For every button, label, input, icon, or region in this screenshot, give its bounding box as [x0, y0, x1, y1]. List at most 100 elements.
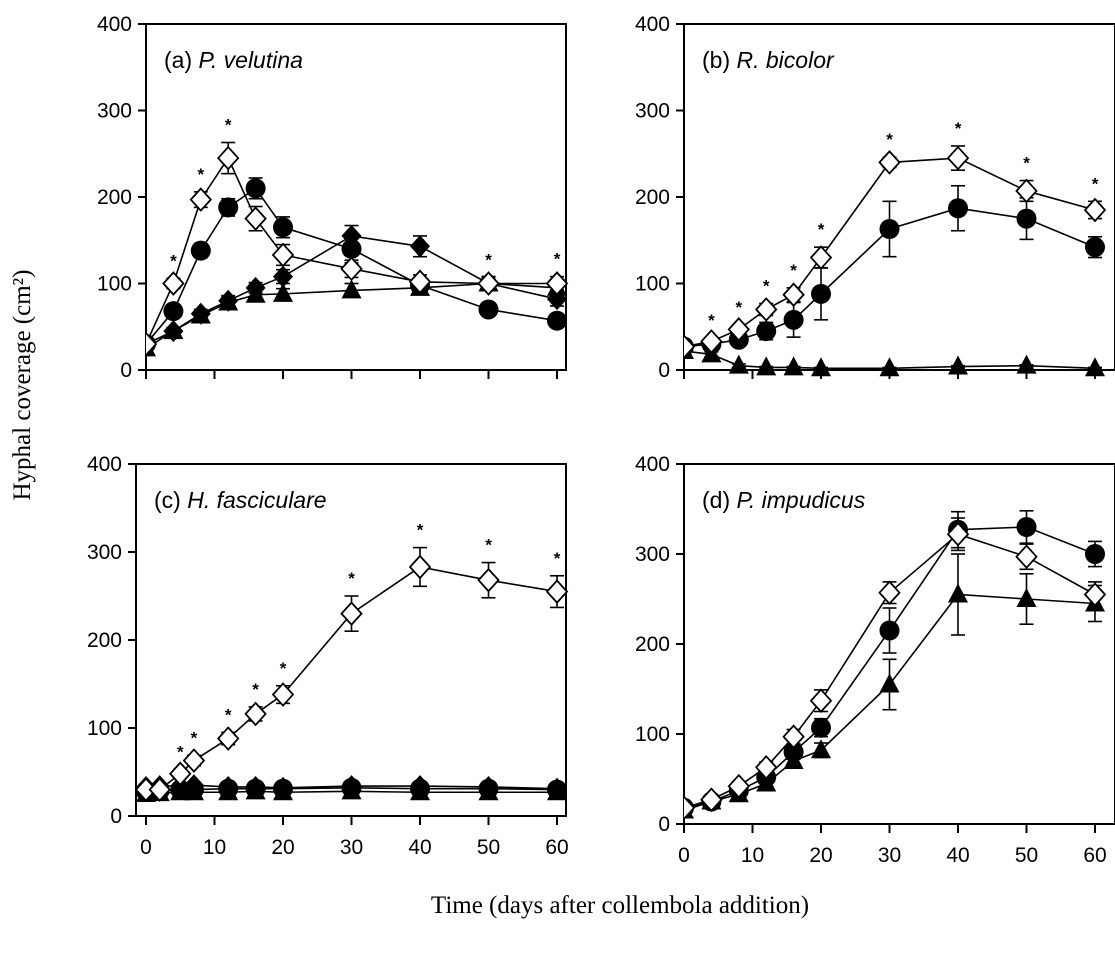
data-point-filled-triangle — [811, 739, 831, 759]
data-point-open-diamond — [271, 682, 295, 707]
data-point-open-diamond — [189, 187, 213, 212]
data-point-filled-triangle — [728, 354, 749, 374]
x-tick-label: 30 — [340, 836, 363, 859]
data-point-open-diamond — [477, 567, 500, 593]
panel-b: 0 100 200 300 400 (b) R. bicolor * * * * * * * * * — [635, 13, 1115, 382]
data-point-filled-circle — [1085, 237, 1105, 258]
data-point-filled-triangle — [879, 673, 900, 693]
panel-title: (b) R. bicolor — [702, 47, 835, 73]
significance-star: * — [554, 250, 561, 269]
significance-star: * — [708, 311, 715, 330]
data-point-filled-circle — [341, 238, 362, 259]
series-line — [684, 593, 1096, 812]
y-tick-label: 400 — [97, 13, 132, 36]
data-point-open-diamond — [340, 256, 363, 282]
data-point-open-diamond — [1083, 197, 1107, 223]
data-point-open-diamond — [216, 726, 240, 751]
panel-species: P. impudicus — [737, 487, 866, 513]
panel-letter: (b) — [702, 47, 737, 73]
data-point-filled-circle — [1016, 517, 1037, 537]
y-tick-label: 200 — [87, 629, 122, 652]
panel-title: (a) P. velutina — [164, 47, 303, 73]
data-point-open-diamond — [182, 748, 206, 773]
data-point-filled-circle — [190, 240, 211, 261]
data-point-filled-circle — [1016, 208, 1037, 229]
panel-title: (d) P. impudicus — [702, 487, 866, 513]
data-point-filled-circle — [273, 778, 293, 799]
x-tick-label: 60 — [545, 836, 568, 859]
data-point-filled-triangle — [1085, 357, 1105, 377]
data-point-open-diamond — [727, 317, 751, 342]
panel-title: (c) H. fasciculare — [154, 487, 327, 513]
y-tick-label: 100 — [635, 273, 670, 296]
significance-star: * — [417, 521, 424, 540]
y-tick-label: 200 — [635, 633, 670, 656]
y-tick-label: 200 — [97, 186, 132, 209]
data-point-filled-diamond — [163, 320, 184, 343]
data-point-filled-circle — [478, 778, 499, 799]
data-point-open-diamond — [727, 773, 751, 799]
y-tick-label: 0 — [110, 805, 122, 828]
x-tick-label: 50 — [1015, 844, 1038, 867]
y-tick-label: 300 — [97, 100, 132, 123]
significance-star: * — [1092, 174, 1099, 193]
data-point-open-diamond — [408, 554, 432, 580]
data-point-open-diamond — [782, 724, 805, 750]
data-point-filled-circle — [170, 779, 191, 800]
y-tick-label: 100 — [97, 273, 132, 296]
significance-star: * — [1023, 154, 1030, 173]
series-line — [146, 156, 557, 345]
y-tick-label: 400 — [635, 13, 670, 36]
x-tick-label: 40 — [946, 844, 969, 867]
series-open-diamond — [684, 517, 1107, 821]
y-axis-label: Hyphal coverage (cm²) — [9, 270, 36, 501]
significance-star: * — [348, 569, 355, 588]
y-tick-label: 300 — [635, 100, 670, 123]
y-tick-label: 100 — [87, 717, 122, 740]
data-point-filled-triangle — [1016, 588, 1037, 607]
data-point-filled-circle — [783, 309, 804, 330]
panel-c: 0 100 200 300 400 0 10 20 30 40 50 60 (c) H. fascicu… — [87, 453, 569, 859]
data-point-open-diamond — [1083, 582, 1107, 607]
y-tick-label: 300 — [87, 541, 122, 564]
significance-star: * — [177, 742, 184, 761]
significance-star: * — [280, 659, 287, 678]
significance-star: * — [225, 116, 232, 135]
series-open-diamond — [136, 546, 569, 802]
data-point-filled-circle — [410, 778, 430, 799]
data-point-filled-triangle — [273, 282, 293, 302]
data-point-open-diamond — [809, 688, 833, 714]
y-tick-label: 200 — [635, 186, 670, 209]
x-tick-label: 20 — [271, 836, 294, 859]
series-filled-circle — [146, 177, 567, 355]
data-point-open-diamond — [408, 269, 432, 295]
series-line — [684, 533, 1096, 809]
data-point-filled-circle — [811, 283, 831, 304]
data-point-filled-circle — [879, 620, 900, 641]
series-filled-triangle — [684, 339, 1105, 377]
y-tick-label: 400 — [87, 453, 122, 476]
data-point-filled-diamond — [410, 235, 430, 258]
data-point-open-diamond — [782, 282, 805, 308]
series-line — [684, 350, 1096, 370]
significance-star: * — [170, 251, 177, 270]
significance-star: * — [348, 233, 355, 252]
significance-star: * — [252, 180, 259, 199]
data-point-filled-circle — [341, 777, 362, 798]
x-tick-label: 20 — [809, 844, 832, 867]
plot-frame — [683, 463, 1115, 825]
data-point-filled-circle — [218, 778, 239, 799]
series-line — [146, 187, 558, 345]
data-point-filled-circle — [547, 779, 567, 800]
data-point-open-diamond — [244, 701, 267, 727]
data-point-filled-circle — [547, 310, 567, 331]
panel-species: H. fasciculare — [187, 487, 326, 513]
significance-star: * — [790, 261, 797, 280]
data-point-filled-circle — [183, 779, 204, 800]
data-point-open-diamond — [754, 297, 778, 322]
data-point-filled-circle — [245, 178, 266, 199]
series-filled-diamond — [146, 224, 567, 356]
data-point-open-diamond — [216, 145, 240, 171]
x-tick-label: 10 — [203, 836, 226, 859]
